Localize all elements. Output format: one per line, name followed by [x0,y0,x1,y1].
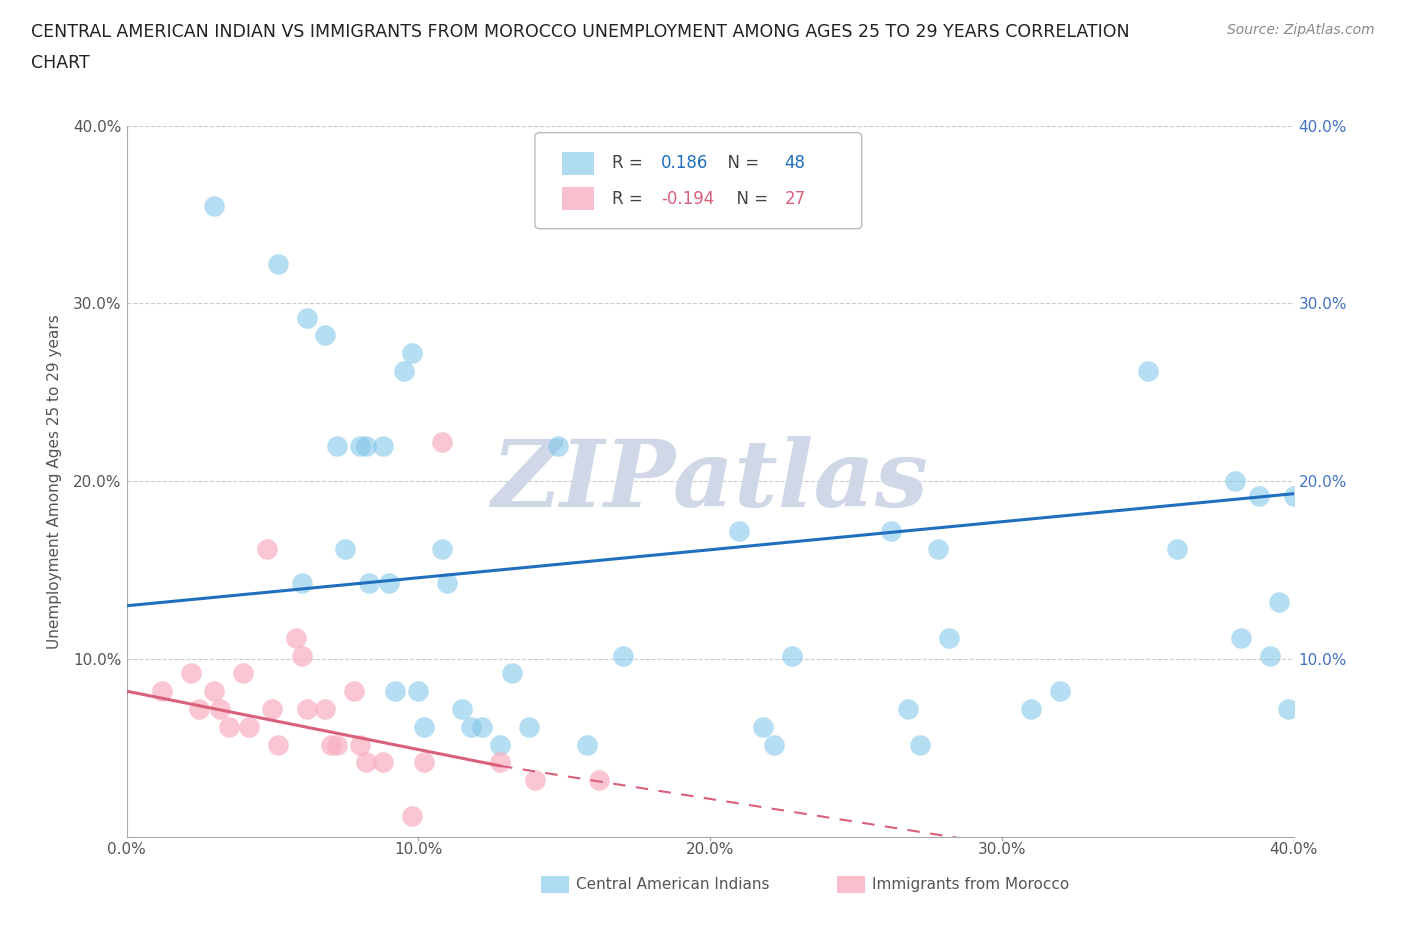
Point [325,737,347,752]
Point [238,719,260,734]
Point [284,631,307,645]
Point [180,666,202,681]
Text: Central American Indians: Central American Indians [576,877,770,892]
Point [430,541,453,556]
Point [267,737,290,752]
Point [314,701,336,716]
Point [1230,631,1253,645]
Point [373,755,395,770]
Point [489,737,512,752]
Point [908,737,931,752]
Point [262,701,284,716]
Point [357,576,380,591]
Text: CENTRAL AMERICAN INDIAN VS IMMIGRANTS FROM MOROCCO UNEMPLOYMENT AMONG AGES 25 TO: CENTRAL AMERICAN INDIAN VS IMMIGRANTS FR… [31,23,1129,41]
Point [780,648,803,663]
Point [267,257,290,272]
Text: Immigrants from Morocco: Immigrants from Morocco [872,877,1069,892]
Text: 0.186: 0.186 [661,154,709,172]
Point [354,438,377,453]
Point [1019,701,1042,716]
Text: CHART: CHART [31,54,90,72]
Text: N =: N = [717,154,765,172]
Point [436,576,458,591]
Text: Source: ZipAtlas.com: Source: ZipAtlas.com [1227,23,1375,37]
Point [413,719,436,734]
Point [256,541,278,556]
Point [325,438,347,453]
Point [451,701,474,716]
Point [373,438,395,453]
FancyBboxPatch shape [534,133,862,229]
Point [384,684,406,698]
Point [232,666,254,681]
Point [413,755,436,770]
Point [430,434,453,449]
Point [290,648,312,663]
Point [576,737,599,752]
Text: 48: 48 [785,154,806,172]
Point [392,364,415,379]
Point [343,684,366,698]
Point [612,648,634,663]
Point [1136,364,1159,379]
Point [524,773,547,788]
Point [547,438,569,453]
Bar [562,152,595,175]
Point [349,438,371,453]
Point [460,719,482,734]
Text: R =: R = [612,190,648,207]
Point [314,328,336,343]
Point [1282,488,1305,503]
Point [218,719,240,734]
Point [349,737,371,752]
Point [354,755,377,770]
Text: ZIPatlas: ZIPatlas [492,436,928,526]
Point [501,666,523,681]
Point [208,701,231,716]
Point [297,311,319,325]
Point [401,346,423,361]
Point [1268,595,1291,610]
Point [290,576,312,591]
Point [1258,648,1281,663]
Point [927,541,949,556]
Point [938,631,960,645]
Point [728,524,751,538]
Text: N =: N = [727,190,773,207]
Point [202,684,225,698]
Point [489,755,512,770]
Point [471,719,494,734]
Point [150,684,173,698]
Point [880,524,903,538]
Point [378,576,401,591]
Text: -0.194: -0.194 [661,190,714,207]
Point [763,737,786,752]
Point [897,701,920,716]
Point [319,737,342,752]
Point [202,198,225,213]
Point [401,808,423,823]
Point [335,541,357,556]
Point [588,773,610,788]
Point [1223,474,1246,489]
Point [188,701,211,716]
Bar [562,188,595,210]
Point [1247,488,1270,503]
Text: R =: R = [612,154,648,172]
Point [1049,684,1071,698]
Text: 27: 27 [785,190,806,207]
Point [297,701,319,716]
Y-axis label: Unemployment Among Ages 25 to 29 years: Unemployment Among Ages 25 to 29 years [46,314,62,648]
Point [751,719,773,734]
Point [1277,701,1299,716]
Point [517,719,540,734]
Point [1166,541,1188,556]
Point [408,684,430,698]
